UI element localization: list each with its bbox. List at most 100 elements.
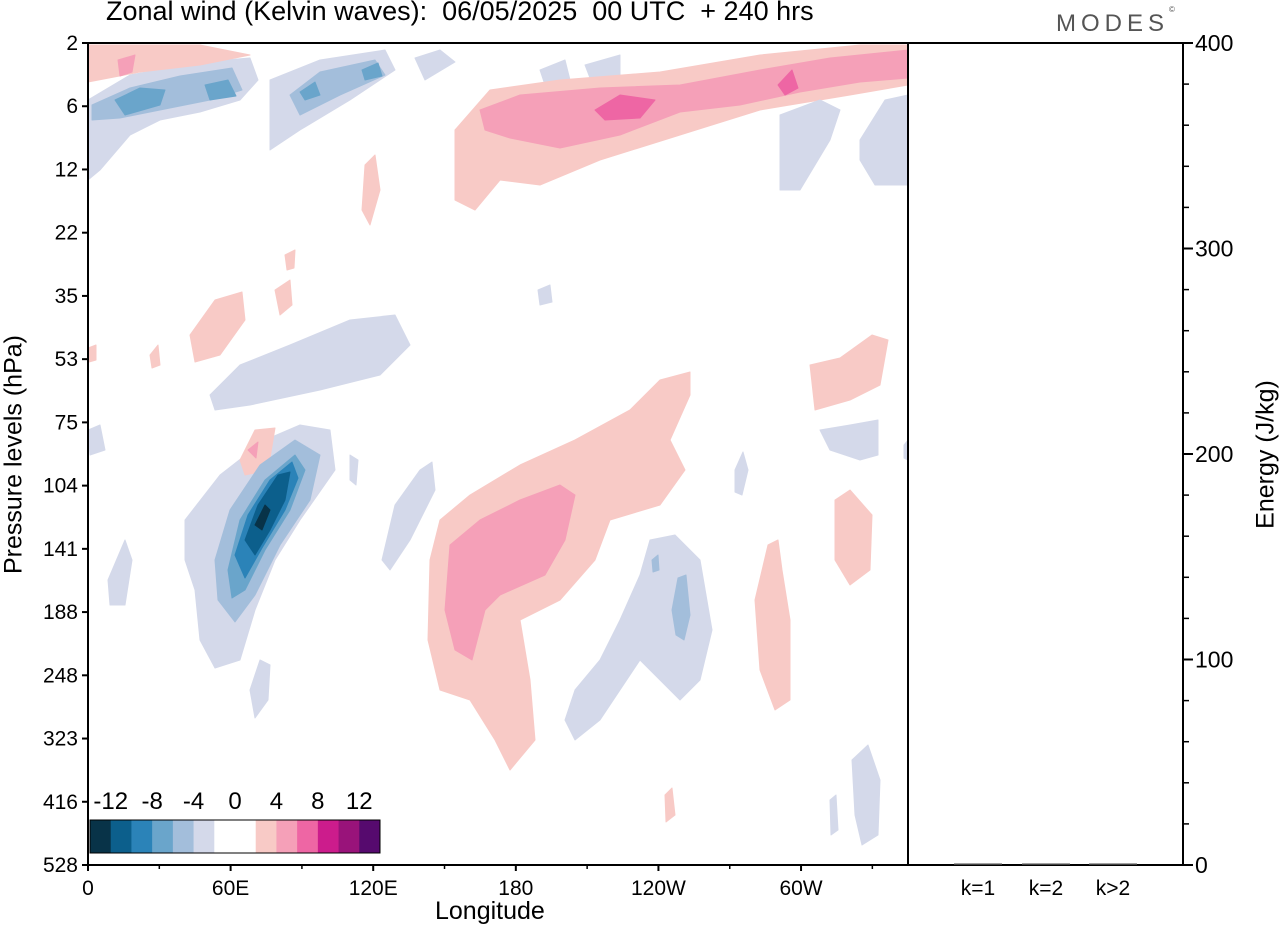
contour-region-45	[664, 787, 676, 823]
colorbar-swatch-8	[255, 820, 277, 853]
y-axis-label: Pressure levels (hPa)	[0, 335, 28, 574]
colorbar-swatch-2	[131, 820, 153, 853]
energy-bar	[1089, 863, 1137, 865]
x-tick-label: 0	[82, 877, 94, 900]
y-tick-label: 323	[43, 728, 78, 751]
colorbar-label: 0	[228, 788, 241, 815]
colorbar-swatch-1	[110, 820, 132, 853]
brand-logo: MODES©	[1056, 5, 1175, 38]
contour-region-51	[851, 744, 881, 846]
colorbar-swatch-6	[214, 820, 236, 853]
colorbar-label: -4	[183, 788, 204, 815]
y-tick-label: 2	[66, 32, 78, 55]
contour-region-7	[361, 62, 383, 81]
contour-region-17	[779, 99, 841, 191]
colorbar-swatch-5	[193, 820, 215, 853]
contour-region-5	[289, 59, 386, 116]
y-tick-label: 528	[43, 854, 78, 877]
contour-region-24	[209, 314, 411, 411]
contour-region-28	[88, 424, 106, 456]
y-tick-label: 6	[66, 95, 78, 118]
colorbar-swatch-4	[172, 820, 195, 853]
contour-region-52	[829, 794, 839, 836]
y-tick-label: 104	[43, 475, 78, 498]
contour-region-46	[88, 344, 97, 363]
energy-bar	[954, 863, 1002, 865]
energy-tick-label: 200	[1195, 441, 1233, 467]
colorbar-swatch-11	[317, 820, 340, 853]
contour-region-44	[834, 489, 873, 586]
colorbar-swatch-7	[235, 820, 257, 853]
colorbar-label: -8	[141, 788, 162, 815]
energy-category-label: k=1	[961, 877, 995, 900]
x-tick-label: 180	[498, 877, 533, 900]
contour-region-39	[381, 461, 436, 571]
contour-region-6	[299, 81, 321, 101]
contour-region-37	[107, 539, 133, 606]
colorbar-swatch-9	[276, 820, 298, 853]
contour-region-38	[249, 659, 271, 719]
x-tick-label: 120E	[349, 877, 398, 900]
contour-region-40	[349, 454, 359, 486]
y-tick-label: 248	[43, 664, 78, 687]
colorbar-swatch-10	[297, 820, 319, 853]
contour-region-47	[564, 534, 713, 741]
brand-text: MODES	[1056, 10, 1170, 37]
x-tick-label: 120W	[631, 877, 686, 900]
colorbar-swatch-0	[90, 820, 112, 853]
colorbar-label: -12	[93, 788, 128, 815]
energy-bars: k=1 k=2 k>2	[954, 863, 1137, 900]
contour-region-10	[584, 54, 621, 79]
y-tick-label: 141	[43, 538, 78, 561]
chart-title: Zonal wind (Kelvin waves): 06/05/2025 00…	[106, 0, 814, 26]
contour-region-42	[444, 484, 576, 661]
brand-mark: ©	[1169, 5, 1175, 14]
contour-region-22	[189, 291, 246, 363]
contour-region-18	[859, 94, 908, 186]
contour-region-20	[284, 249, 296, 271]
contour-region-14	[479, 49, 908, 149]
contour-region-31	[247, 441, 259, 459]
contour-region-43	[754, 539, 791, 711]
x-tick-label: 60E	[212, 877, 249, 900]
colorbar-label: 12	[346, 788, 373, 815]
colorbar-swatch-12	[338, 820, 360, 853]
colorbar-label: 4	[270, 788, 283, 815]
contour-region-26	[809, 334, 889, 411]
x-tick-label: 60W	[779, 877, 822, 900]
contour-region-16	[777, 69, 799, 96]
contour-region-8	[414, 49, 456, 81]
contour-region-41	[427, 371, 691, 771]
y-tick-label: 22	[55, 222, 78, 245]
contour-region-19	[361, 154, 381, 226]
energy-frame	[907, 42, 1184, 866]
contour-region-27	[819, 419, 879, 461]
y-tick-label: 75	[55, 411, 78, 434]
energy-tick-label: 400	[1195, 30, 1233, 56]
contour-region-15	[594, 94, 656, 121]
y-tick-label: 53	[55, 348, 78, 371]
energy-tick-label: 300	[1195, 236, 1233, 262]
contour-region-36	[254, 504, 271, 531]
colorbar-swatch-13	[359, 820, 381, 853]
contour-region-3	[204, 79, 237, 101]
colorbar-swatch-3	[152, 820, 174, 853]
colorbar: -12 -8 -4 0 4 8 12	[88, 788, 388, 865]
contour-region-25	[537, 284, 553, 306]
y-tick-label: 35	[55, 285, 78, 308]
contour-region-12	[117, 54, 136, 77]
colorbar-label: 8	[311, 788, 324, 815]
energy-tick-label: 100	[1195, 647, 1233, 673]
energy-category-label: k=2	[1029, 877, 1063, 900]
contour-region-50	[734, 451, 749, 496]
y-tick-label: 12	[55, 158, 78, 181]
contour-region-21	[274, 279, 293, 316]
y-tick-label: 416	[43, 791, 78, 814]
y-tick-label: 188	[43, 601, 78, 624]
wind-contour-field	[88, 44, 908, 846]
contour-region-49	[651, 554, 660, 573]
contour-region-23	[149, 344, 161, 369]
colorbar-frame	[89, 819, 381, 854]
energy-category-label: k>2	[1096, 877, 1130, 900]
